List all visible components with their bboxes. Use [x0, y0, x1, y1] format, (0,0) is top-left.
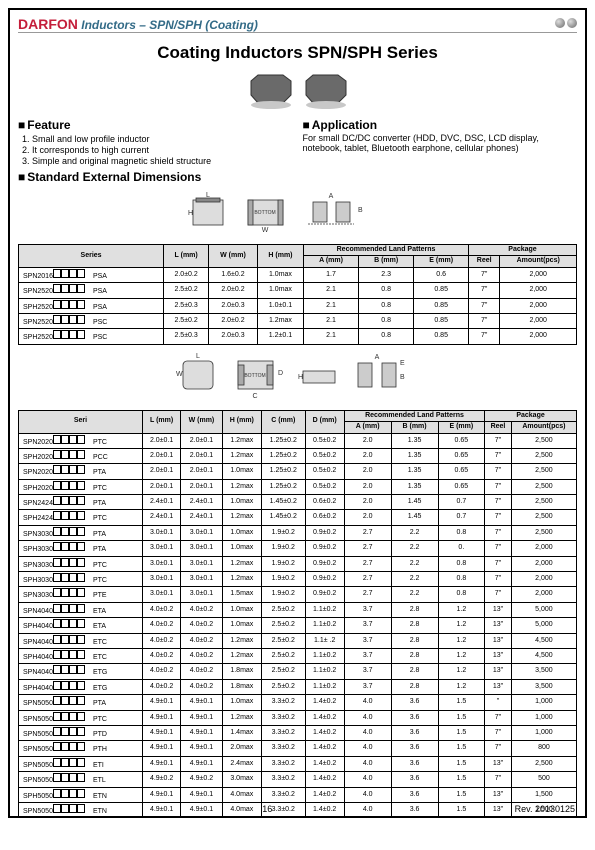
th-pkg: Package	[485, 410, 577, 421]
svg-text:A: A	[328, 193, 333, 200]
table-row: SPN2520PSC 2.5±0.22.0±0.21.2max 2.10.80.…	[19, 313, 577, 328]
th-reel: Reel	[485, 422, 512, 433]
th-amt: Amount(pcs)	[500, 256, 577, 267]
table-row: SPH4040ETA 4.0±0.24.0±0.21.0max2.5±0.21.…	[19, 618, 577, 633]
table-row: SPN2520PSA 2.5±0.22.0±0.21.0max 2.10.80.…	[19, 283, 577, 298]
svg-text:BOTTOM: BOTTOM	[254, 210, 275, 216]
table-row: SPN5050PTD 4.9±0.14.9±0.11.4max3.3±0.21.…	[19, 725, 577, 740]
dimensions-table-2: Seri L (mm) W (mm) H (mm) C (mm) D (mm) …	[18, 410, 577, 819]
table-row: SPN2016PSA 2.0±0.21.6±0.21.0max 1.72.30.…	[19, 267, 577, 282]
th-B: B (mm)	[391, 422, 438, 433]
svg-text:B: B	[358, 207, 363, 214]
feature-item: It corresponds to high current	[32, 145, 293, 155]
table-row: SPH4040ETC 4.0±0.24.0±0.21.2max2.5±0.21.…	[19, 648, 577, 663]
th-H: H (mm)	[257, 245, 303, 268]
table-row: SPN5050PTH 4.9±0.14.9±0.12.0max3.3±0.21.…	[19, 741, 577, 756]
dimensions-heading: Standard External Dimensions	[18, 170, 293, 184]
table-row: SPN4040ETC 4.0±0.24.0±0.21.2max2.5±0.21.…	[19, 633, 577, 648]
svg-text:C: C	[252, 393, 257, 400]
th-amt: Amount(pcs)	[511, 422, 576, 433]
svg-text:W: W	[176, 371, 183, 378]
feature-list: Small and low profile inductor It corres…	[18, 134, 293, 166]
svg-text:BOTTOM: BOTTOM	[244, 373, 265, 379]
svg-text:L: L	[206, 192, 210, 199]
table-row: SPH2424PTC 2.4±0.12.4±0.11.2max1.45±0.20…	[19, 510, 577, 525]
application-heading: Application	[303, 118, 578, 132]
th-L: L (mm)	[164, 245, 209, 268]
svg-text:L: L	[196, 353, 200, 360]
table-row: SPN5050ETL 4.9±0.24.9±0.23.0max3.3±0.21.…	[19, 772, 577, 787]
table-row: SPH2020PCC 2.0±0.12.0±0.11.2max1.25±0.20…	[19, 448, 577, 463]
feature-item: Small and low profile inductor	[32, 134, 293, 144]
page-title: Coating Inductors SPN/SPH Series	[18, 43, 577, 63]
th-A: A (mm)	[304, 256, 359, 267]
th-rlp: Recommended Land Patterns	[304, 245, 469, 256]
footer: 16 Rev. 20130125	[20, 804, 575, 814]
dimensions-table-1: Series L (mm) W (mm) H (mm) Recommended …	[18, 244, 577, 345]
table-row: SPN3030PTC 3.0±0.13.0±0.11.2max1.9±0.20.…	[19, 556, 577, 571]
logo: DARFON	[18, 16, 78, 32]
table-row: SPH3030PTC 3.0±0.13.0±0.11.2max1.9±0.20.…	[19, 572, 577, 587]
svg-text:D: D	[278, 370, 283, 377]
table-row: SPH2520PSA 2.5±0.32.0±0.31.0±0.1 2.10.80…	[19, 298, 577, 313]
th-C: C (mm)	[262, 410, 306, 433]
th-W: W (mm)	[181, 410, 222, 433]
svg-text:H: H	[188, 210, 193, 217]
table-row: SPN3030PTE 3.0±0.13.0±0.11.5max1.9±0.20.…	[19, 587, 577, 602]
svg-text:E: E	[400, 360, 405, 367]
table-row: SPH4040ETG 4.0±0.24.0±0.21.8max2.5±0.21.…	[19, 679, 577, 694]
feature-heading: Feature	[18, 118, 293, 132]
application-text: For small DC/DC converter (HDD, DVC, DSC…	[303, 133, 578, 153]
th-H: H (mm)	[222, 410, 261, 433]
th-W: W (mm)	[209, 245, 258, 268]
table-row: SPH5050ETN 4.9±0.14.9±0.14.0max3.3±0.21.…	[19, 787, 577, 802]
table-row: SPN2020PTA 2.0±0.12.0±0.11.0max1.25±0.20…	[19, 464, 577, 479]
dimension-diagram-1: L H BOTTOM W A B	[18, 190, 577, 240]
th-A: A (mm)	[344, 422, 391, 433]
dimension-diagram-2: L W BOTTOM C D H A E B	[18, 351, 577, 406]
product-image	[18, 73, 577, 118]
th-E: E (mm)	[438, 422, 484, 433]
header: DARFON Inductors – SPN/SPH (Coating)	[18, 16, 577, 33]
table-row: SPN5050PTC 4.9±0.14.9±0.11.2max3.3±0.21.…	[19, 710, 577, 725]
table-row: SPN3030PTA 3.0±0.13.0±0.11.0max1.9±0.20.…	[19, 525, 577, 540]
table-row: SPN2020PTC 2.0±0.12.0±0.11.2max1.25±0.20…	[19, 433, 577, 448]
th-D: D (mm)	[305, 410, 344, 433]
svg-text:B: B	[400, 374, 405, 381]
svg-text:H: H	[298, 374, 303, 381]
table-row: SPH2020PTC 2.0±0.12.0±0.11.2max1.25±0.20…	[19, 479, 577, 494]
table-row: SPN4040ETG 4.0±0.24.0±0.21.8max2.5±0.21.…	[19, 664, 577, 679]
table-row: SPN5050PTA 4.9±0.14.9±0.11.0max3.3±0.21.…	[19, 695, 577, 710]
svg-text:W: W	[261, 227, 268, 234]
th-seri: Seri	[19, 410, 143, 433]
page-number: 16	[262, 804, 272, 814]
table-row: SPH3030PTA 3.0±0.13.0±0.11.0max1.9±0.20.…	[19, 541, 577, 556]
th-B: B (mm)	[358, 256, 413, 267]
th-series: Series	[19, 245, 164, 268]
th-L: L (mm)	[142, 410, 180, 433]
header-title: Inductors – SPN/SPH (Coating)	[81, 18, 258, 32]
table-row: SPN2424PTA 2.4±0.12.4±0.11.0max1.45±0.20…	[19, 495, 577, 510]
revision: Rev. 20130125	[515, 804, 575, 814]
th-pkg: Package	[468, 245, 576, 256]
header-dots	[553, 17, 577, 31]
th-rlp: Recommended Land Patterns	[344, 410, 484, 421]
table-row: SPH2520PSC 2.5±0.32.0±0.31.2±0.1 2.10.80…	[19, 329, 577, 344]
table-row: SPN5050ETI 4.9±0.14.9±0.12.4max3.3±0.21.…	[19, 756, 577, 771]
svg-text:A: A	[374, 354, 379, 361]
table-row: SPN4040ETA 4.0±0.24.0±0.21.0max2.5±0.21.…	[19, 602, 577, 617]
feature-item: Simple and original magnetic shield stru…	[32, 156, 293, 166]
th-E: E (mm)	[414, 256, 469, 267]
th-reel: Reel	[468, 256, 499, 267]
